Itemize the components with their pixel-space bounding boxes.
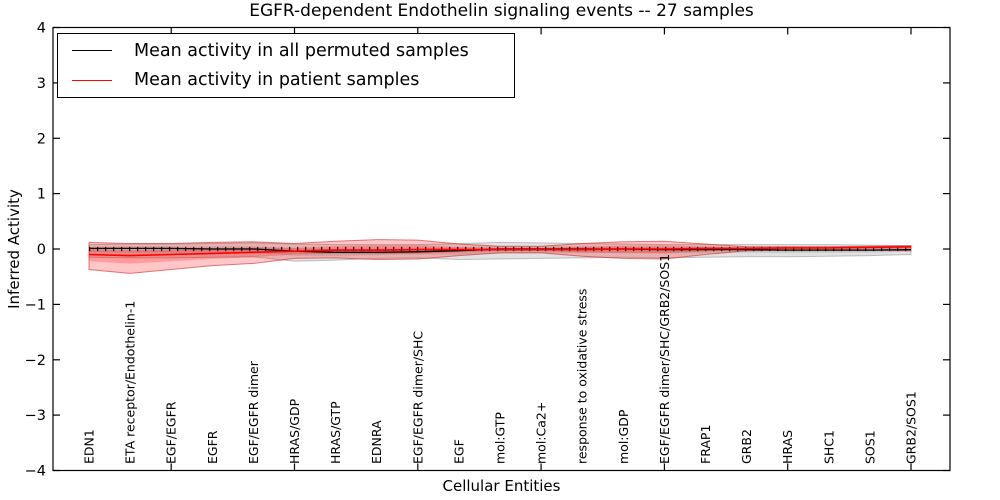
x-category-label: EDNRA [369,420,384,464]
x-category-label: EGFR [205,430,220,464]
x-category-label: mol:GTP [493,412,508,464]
x-category-label: ETA receptor/Endothelin-1 [123,301,138,464]
x-category-label: FRAP1 [698,425,713,464]
black-line-swatch [72,50,112,52]
confidence-bands [88,239,912,274]
y-tick-label: −3 [25,408,46,424]
legend-item-patient: Mean activity in patient samples [72,66,514,94]
x-category-label: EGF/EGFR dimer [246,360,261,464]
x-category-label: SHC1 [821,430,836,464]
x-category-label: EGF/EGFR dimer/SHC/GRB2/SOS1 [657,254,672,464]
x-category-label: GRB2 [739,429,754,464]
y-tick-labels: 4 3 2 1 0 −1 −2 −3 −4 [25,21,46,480]
x-category-label: mol:GDP [616,409,631,464]
y-tick-label: 3 [37,76,46,92]
y-tick-label: 1 [37,187,46,203]
x-category-label: EDN1 [82,429,97,464]
x-category-label: SOS1 [862,430,877,464]
y-tick-label: 2 [37,131,46,147]
x-category-label: HRAS/GTP [328,401,343,464]
red-line-swatch [72,79,112,81]
legend-label-patient: Mean activity in patient samples [134,70,420,91]
x-category-label: HRAS [780,430,795,464]
x-category-label: HRAS/GDP [287,398,302,464]
y-tick-label: −1 [25,297,46,313]
x-axis-label: Cellular Entities [442,477,561,495]
x-category-label: EGF [451,439,466,464]
y-tick-label: −4 [25,464,46,480]
x-category-label: EGF/EGFR [164,401,179,464]
x-category-label: response to oxidative stress [575,289,590,464]
y-axis-label: Inferred Activity [5,189,23,309]
mean-lines [88,246,912,257]
legend: Mean activity in all permuted samples Me… [57,33,515,98]
y-tick-label: 0 [37,242,46,258]
x-category-label: mol:Ca2+ [534,402,549,464]
x-category-labels: EDN1 ETA receptor/Endothelin-1 EGF/EGFR EGF… [82,254,919,464]
legend-label-permuted: Mean activity in all permuted samples [134,40,469,61]
legend-item-permuted: Mean activity in all permuted samples [72,37,514,65]
chart-title: EGFR-dependent Endothelin signaling even… [249,1,754,21]
patient-mean-line [88,246,912,257]
y-tick-label: −2 [25,353,46,369]
x-category-label: GRB2/SOS1 [904,391,919,464]
y-tick-label: 4 [37,21,46,37]
axis-ticks [53,26,950,472]
x-category-label: EGF/EGFR dimer/SHC [410,331,425,464]
